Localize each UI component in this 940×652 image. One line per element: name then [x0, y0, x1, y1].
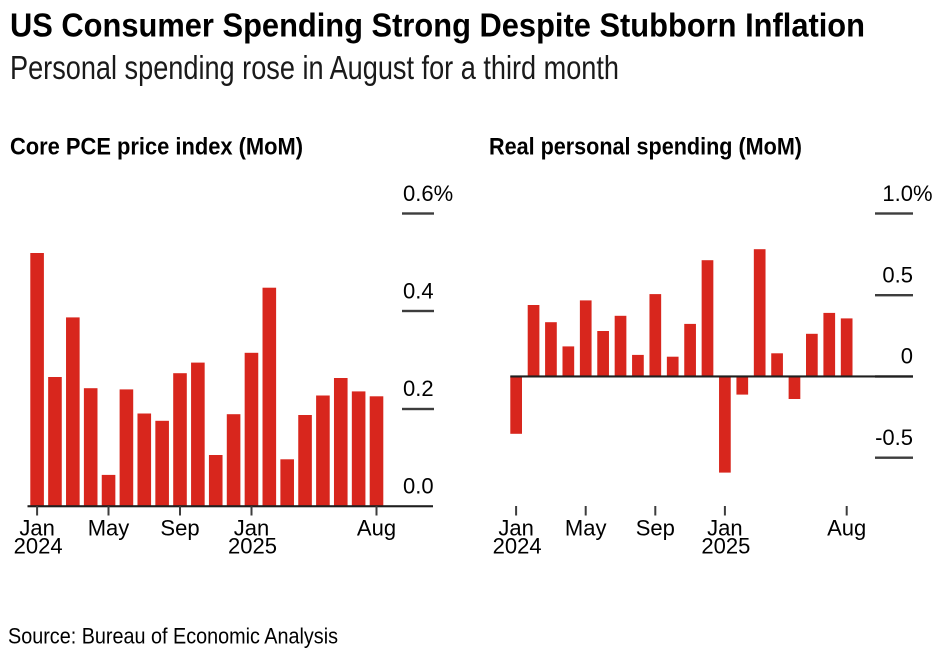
svg-text:May: May — [88, 516, 130, 541]
svg-text:1.0: 1.0 — [882, 181, 913, 206]
svg-text:Jan: Jan — [234, 516, 269, 541]
svg-text:2025: 2025 — [701, 534, 750, 559]
svg-text:Real personal spending (MoM): Real personal spending (MoM) — [489, 134, 802, 161]
svg-text:0.2: 0.2 — [403, 376, 434, 401]
svg-text:%: % — [913, 181, 933, 206]
svg-text:2024: 2024 — [493, 534, 542, 559]
svg-text:Personal spending rose in Augu: Personal spending rose in August for a t… — [10, 49, 619, 86]
svg-text:Jan: Jan — [707, 516, 742, 541]
svg-text:-0.5: -0.5 — [875, 425, 913, 450]
svg-text:0: 0 — [901, 344, 913, 369]
svg-text:May: May — [565, 516, 607, 541]
svg-text:Aug: Aug — [827, 516, 866, 541]
svg-text:Sep: Sep — [636, 516, 675, 541]
svg-text:Jan: Jan — [19, 516, 54, 541]
svg-text:Sep: Sep — [160, 516, 199, 541]
svg-text:Aug: Aug — [357, 516, 396, 541]
svg-text:0.6%: 0.6% — [403, 181, 453, 206]
svg-text:US Consumer Spending Strong De: US Consumer Spending Strong Despite Stub… — [10, 7, 865, 44]
svg-text:2024: 2024 — [14, 534, 63, 559]
svg-text:0.4: 0.4 — [403, 279, 434, 304]
svg-text:2025: 2025 — [228, 534, 277, 559]
svg-text:Source: Bureau of Economic Ana: Source: Bureau of Economic Analysis — [8, 624, 338, 649]
svg-text:Core PCE price index (MoM): Core PCE price index (MoM) — [10, 134, 303, 161]
svg-text:0.5: 0.5 — [882, 263, 913, 288]
svg-text:Jan: Jan — [498, 516, 533, 541]
svg-text:0.0: 0.0 — [403, 474, 434, 499]
